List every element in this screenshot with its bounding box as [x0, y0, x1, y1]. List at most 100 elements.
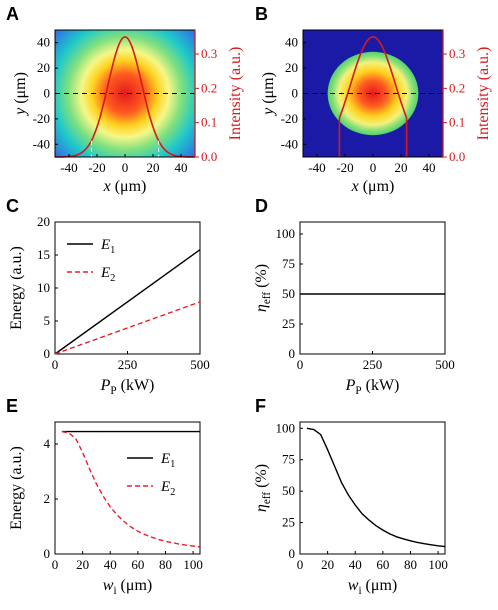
y-tick-label: 0	[44, 346, 51, 361]
right-y-tick-label: 0.1	[201, 115, 217, 130]
legend-label: E1	[100, 237, 115, 256]
intensity-curve	[338, 36, 408, 157]
x-tick-label: -20	[88, 160, 105, 175]
x-tick-label: 20	[76, 557, 89, 572]
y-tick-label: -20	[281, 111, 298, 126]
panel-b: B -40 -20 0 20 40 -40 -20 0 20 40 0.0 0.1 0.2 0.3 Inten…	[255, 4, 492, 195]
x-tick-label: 80	[404, 557, 417, 572]
x-tick-label: 0	[52, 557, 59, 572]
y-tick-label: 0	[292, 86, 299, 101]
y-tick-label: 25	[282, 316, 295, 331]
panel-label: C	[6, 196, 19, 216]
panel-label: A	[6, 4, 19, 24]
y-tick-label: 25	[282, 515, 295, 530]
legend-label: E2	[100, 265, 115, 284]
panel-e: E 0 20 40 60 80 100 0 2 4 E1 E2 wi (μm) Energy (a.u.)	[6, 396, 203, 597]
plot-frame	[54, 221, 201, 355]
right-y-tick-label: 0.3	[449, 46, 465, 61]
y-tick-label: -40	[33, 136, 50, 151]
y-axis-title: y (μm)	[12, 72, 29, 117]
x-axis-title: x (μm)	[103, 178, 147, 195]
x-axis-title: x (μm)	[351, 178, 395, 195]
y-axis-title: Energy (a.u.)	[8, 446, 25, 530]
y-tick-label: 50	[282, 483, 295, 498]
right-axis-title: Intensity (a.u.)	[475, 47, 492, 141]
y-tick-label: 4	[44, 436, 51, 451]
x-tick-label: 100	[428, 557, 448, 572]
plot-frame	[299, 421, 446, 555]
right-y-tick-label: 0.0	[449, 149, 465, 164]
x-tick-label: 0	[297, 357, 304, 372]
x-axis-title: PP (kW)	[345, 377, 400, 397]
right-y-tick-label: 0.1	[449, 115, 465, 130]
y-tick-label: 100	[276, 420, 296, 435]
x-tick-label: -20	[336, 160, 353, 175]
y-tick-label: 0	[289, 346, 296, 361]
y-tick-label: 20	[37, 60, 50, 75]
legend-label: E1	[160, 451, 175, 470]
y-axis-title: y (μm)	[260, 72, 277, 117]
y-tick-label: -20	[33, 111, 50, 126]
y-tick-label: -40	[281, 136, 298, 151]
x-tick-label: 250	[118, 357, 138, 372]
y-tick-label: 75	[282, 452, 295, 467]
x-tick-label: 40	[104, 557, 117, 572]
x-tick-label: 100	[183, 557, 203, 572]
x-tick-label: 20	[395, 160, 408, 175]
y-tick-label: 40	[37, 35, 50, 50]
y-tick-label: 20	[37, 214, 50, 229]
panel-label: D	[255, 196, 268, 216]
heatmap-layer	[303, 30, 443, 157]
y-tick-label: 0	[289, 546, 296, 561]
x-tick-label: 40	[175, 160, 188, 175]
right-y-tick-label: 0.3	[201, 46, 217, 61]
y-axis-title: ηeff (%)	[253, 464, 273, 512]
series-line-e1	[54, 249, 201, 355]
x-tick-label: 40	[349, 557, 362, 572]
y-tick-label: 100	[276, 226, 296, 241]
right-axis-title: Intensity (a.u.)	[227, 47, 244, 141]
series-line-e2	[54, 301, 201, 355]
x-tick-label: 0	[297, 557, 304, 572]
x-tick-label: 0	[52, 357, 59, 372]
x-axis-title: wi (μm)	[348, 577, 397, 597]
y-tick-label: 50	[282, 286, 295, 301]
right-y-tick-label: 0.2	[201, 80, 217, 95]
right-y-tick-label: 0.2	[449, 80, 465, 95]
x-tick-label: -40	[308, 160, 325, 175]
heatmap-layer	[55, 30, 195, 157]
panel-label: B	[255, 4, 268, 24]
legend-label: E2	[160, 479, 175, 498]
x-tick-label: 500	[190, 357, 210, 372]
x-tick-label: 250	[363, 357, 383, 372]
panel-d: D 0 250 500 0 25 50 75 100 PP (kW) ηeff (%)	[253, 196, 455, 397]
y-tick-label: 5	[44, 313, 51, 328]
x-tick-label: 0	[122, 160, 129, 175]
series-line-eta	[306, 427, 446, 548]
panel-f: F 0 20 40 60 80 100 0 25 50 75 100 wi (μm) ηeff (%)	[253, 396, 448, 597]
y-tick-label: 75	[282, 256, 295, 271]
aperture-spot	[327, 51, 419, 136]
y-axis-title: Energy (a.u.)	[8, 246, 25, 330]
x-tick-label: 60	[376, 557, 389, 572]
plot-frame	[299, 221, 446, 355]
y-tick-label: 0	[44, 546, 51, 561]
right-y-tick-label: 0.0	[201, 149, 217, 164]
x-tick-label: 500	[435, 357, 455, 372]
panel-label: F	[255, 396, 266, 416]
y-axis-title: ηeff (%)	[253, 264, 273, 312]
x-tick-label: 20	[147, 160, 160, 175]
x-tick-label: -40	[60, 160, 77, 175]
y-tick-label: 0	[44, 86, 51, 101]
panel-a: A -40 -20 0 20 40 -40 -20 0 20 40 0.0 0.1 0.2 0.3 Inten…	[6, 4, 244, 195]
x-axis-title: wi (μm)	[103, 577, 152, 597]
x-axis-title: PP (kW)	[100, 377, 155, 397]
x-tick-label: 60	[131, 557, 144, 572]
x-tick-label: 20	[321, 557, 334, 572]
x-tick-label: 80	[159, 557, 172, 572]
beam-spot	[55, 30, 195, 157]
panel-c: C 0 250 500 0 5 10 15 20 E1 E2 PP (kW) Energy (a.u.)	[6, 196, 210, 397]
y-tick-label: 40	[285, 35, 298, 50]
panel-label: E	[6, 396, 18, 416]
